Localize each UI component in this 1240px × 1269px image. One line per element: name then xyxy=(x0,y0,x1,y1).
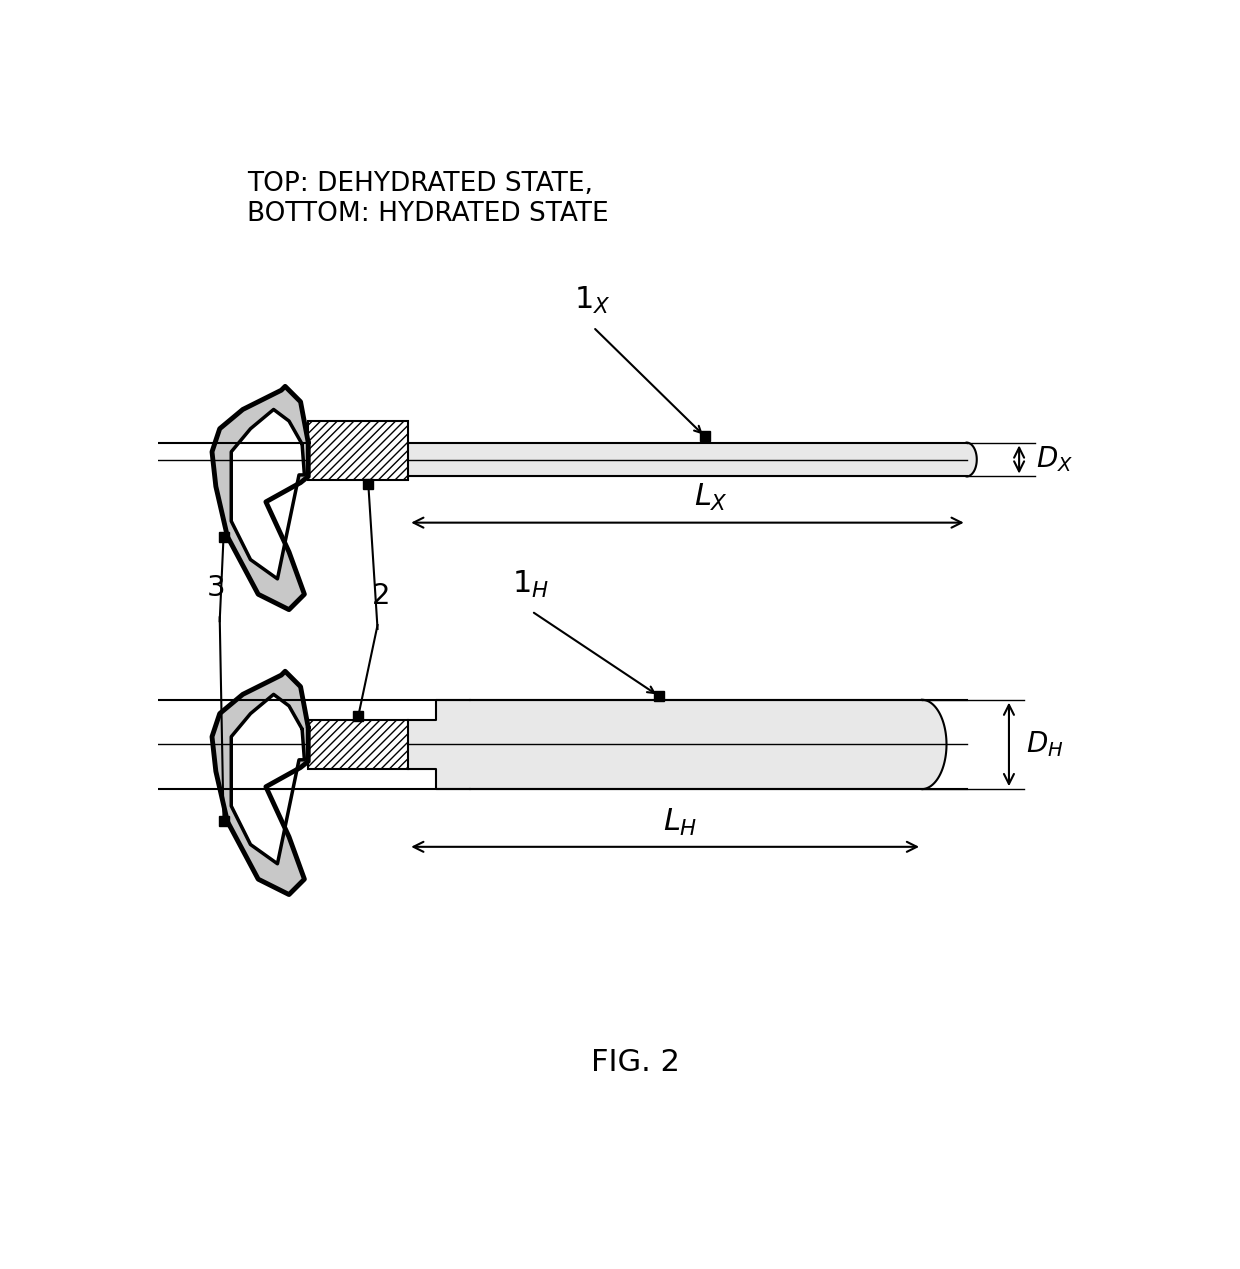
Text: 2: 2 xyxy=(372,581,391,609)
Polygon shape xyxy=(921,699,946,789)
Text: $L_X$: $L_X$ xyxy=(693,482,728,514)
Polygon shape xyxy=(408,699,470,789)
Text: FIG. 2: FIG. 2 xyxy=(591,1048,680,1077)
Polygon shape xyxy=(967,443,977,476)
Text: 3: 3 xyxy=(207,574,226,602)
Polygon shape xyxy=(231,410,304,579)
Text: TOP: DEHYDRATED STATE,
BOTTOM: HYDRATED STATE: TOP: DEHYDRATED STATE, BOTTOM: HYDRATED … xyxy=(247,171,609,227)
Text: $1_X$: $1_X$ xyxy=(574,284,610,316)
Polygon shape xyxy=(212,671,309,895)
Text: $1_H$: $1_H$ xyxy=(512,569,549,600)
Bar xyxy=(309,421,408,480)
Bar xyxy=(309,720,408,769)
Text: $D_X$: $D_X$ xyxy=(1037,444,1073,475)
Polygon shape xyxy=(231,694,304,864)
Polygon shape xyxy=(212,386,309,609)
Text: $L_H$: $L_H$ xyxy=(663,807,698,838)
Text: $D_H$: $D_H$ xyxy=(1025,730,1064,759)
